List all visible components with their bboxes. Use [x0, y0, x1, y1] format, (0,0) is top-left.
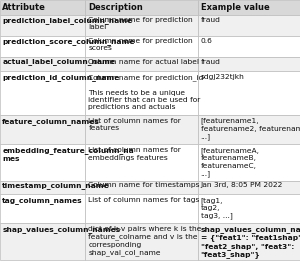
Bar [198, 144, 300, 181]
Text: sdgj232tjkh: sdgj232tjkh [201, 74, 244, 80]
Text: Column name for timestamps: Column name for timestamps [88, 182, 200, 188]
Text: fraud: fraud [201, 59, 220, 64]
Text: Jan 3rd, 8:05 PM 2022: Jan 3rd, 8:05 PM 2022 [201, 182, 283, 188]
Bar [0, 115, 85, 144]
Text: Example value: Example value [201, 3, 269, 12]
Text: Column name for prediction
label: Column name for prediction label [88, 17, 193, 30]
Bar [198, 58, 300, 71]
Text: Attribute: Attribute [2, 3, 46, 12]
Bar [85, 71, 198, 115]
Text: prediction_id_column_name: prediction_id_column_name [2, 74, 119, 81]
Bar [0, 144, 85, 181]
Bar [85, 224, 198, 260]
Bar [85, 0, 198, 15]
Bar [85, 194, 198, 224]
Bar [198, 194, 300, 224]
Bar [85, 15, 198, 36]
Text: tag_column_names: tag_column_names [2, 197, 83, 204]
Bar [0, 15, 85, 36]
Bar [0, 36, 85, 58]
Text: fraud: fraud [201, 17, 220, 23]
Text: 0.6: 0.6 [201, 38, 212, 44]
Bar [85, 36, 198, 58]
Text: Column name for actual label: Column name for actual label [88, 59, 199, 64]
Text: [featurenameA,
featurenameB,
featurenameC,
...]: [featurenameA, featurenameB, featurename… [201, 147, 260, 176]
Bar [85, 58, 198, 71]
Bar [0, 71, 85, 115]
Bar [85, 181, 198, 194]
Bar [198, 0, 300, 15]
Bar [85, 144, 198, 181]
Text: shap_values_column_names
= {"feat1": "feat1shap", "feat2":
"feat2_shap", "feat3": shap_values_column_names = {"feat1": "fe… [201, 226, 300, 258]
Text: prediction_score_column_name: prediction_score_column_name [2, 38, 135, 45]
Bar [0, 181, 85, 194]
Text: timestamp_column_name: timestamp_column_name [2, 182, 110, 189]
Text: Description: Description [88, 3, 143, 12]
Text: List of column names for
embeddings features: List of column names for embeddings feat… [88, 147, 181, 161]
Text: embedding_feature_column_na
mes: embedding_feature_column_na mes [2, 147, 134, 161]
Text: dict of k-v pairs where k is the
feature_colname and v is the
corresponding
shap: dict of k-v pairs where k is the feature… [88, 226, 202, 256]
Text: actual_label_column_name: actual_label_column_name [2, 59, 115, 65]
Bar [198, 181, 300, 194]
Text: prediction_label_column_name: prediction_label_column_name [2, 17, 132, 24]
Text: List of column names for
features: List of column names for features [88, 118, 181, 131]
Text: Column name for prediction_id

This needs to be a unique
identifier that can be : Column name for prediction_id This needs… [88, 74, 204, 110]
Text: [tag1,
tag2,
tag3, ...]: [tag1, tag2, tag3, ...] [201, 197, 232, 219]
Bar [198, 36, 300, 58]
Bar [198, 224, 300, 260]
Bar [198, 15, 300, 36]
Text: [featurename1,
featurename2, featurename3,
...]: [featurename1, featurename2, featurename… [201, 118, 300, 140]
Bar [198, 71, 300, 115]
Text: Column name for prediction
scores: Column name for prediction scores [88, 38, 193, 51]
Text: feature_column_names: feature_column_names [2, 118, 100, 125]
Bar [198, 115, 300, 144]
Bar [85, 115, 198, 144]
Text: List of column names for tags: List of column names for tags [88, 197, 200, 203]
Text: shap_values_column_names: shap_values_column_names [2, 226, 120, 233]
Bar [0, 224, 85, 260]
Bar [0, 194, 85, 224]
Bar [0, 58, 85, 71]
Bar [0, 0, 85, 15]
